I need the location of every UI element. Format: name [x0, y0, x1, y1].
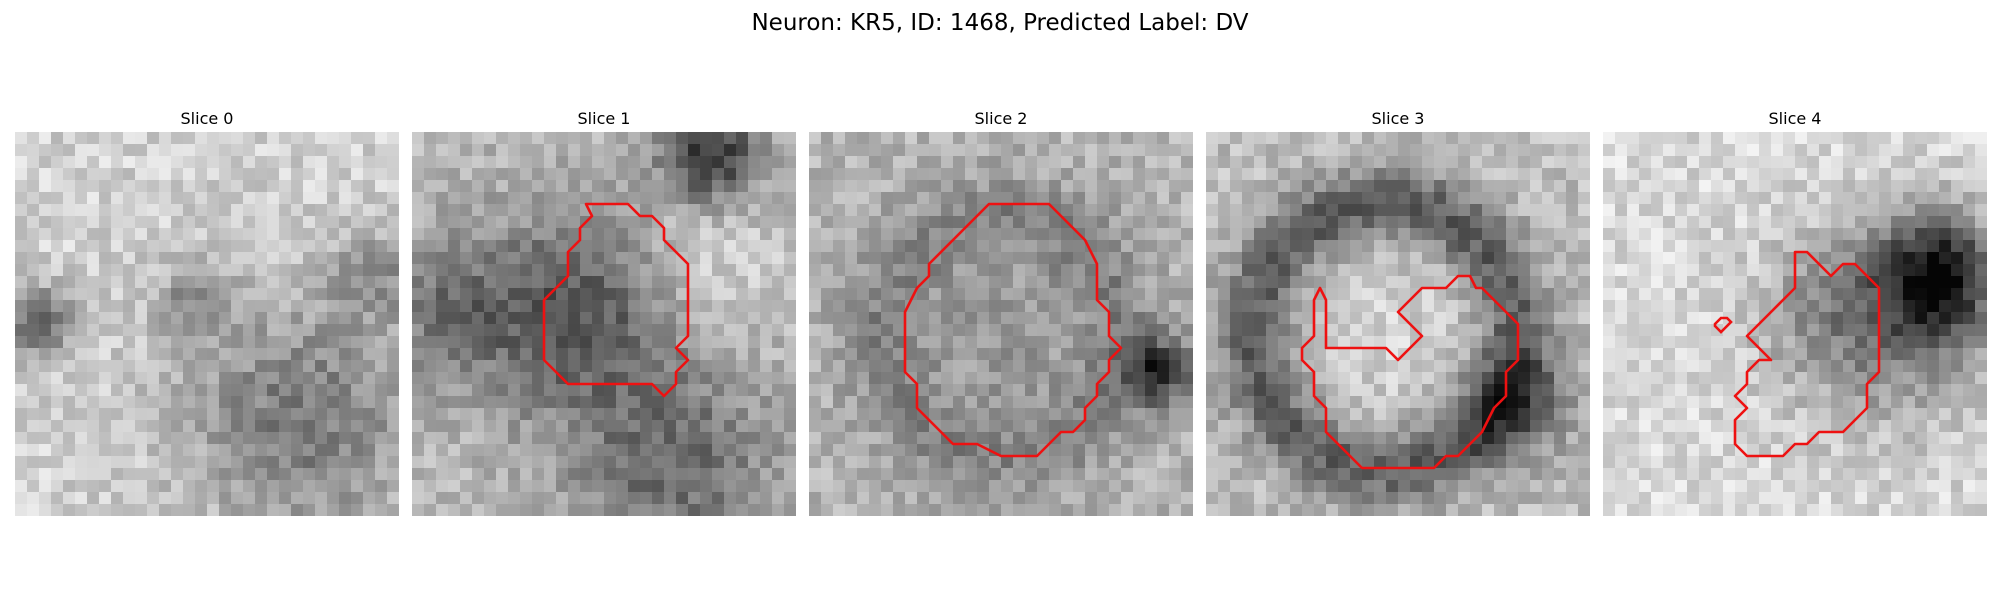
roi-contour [903, 202, 1123, 458]
slice-title: Slice 2 [974, 109, 1028, 128]
roi-contour [542, 202, 690, 398]
slice-title: Slice 0 [180, 109, 234, 128]
slice-image [809, 132, 1193, 516]
pixel-grid [1206, 132, 1590, 516]
slice-image [1206, 132, 1590, 516]
slice-title: Slice 3 [1371, 109, 1425, 128]
slice-title: Slice 1 [577, 109, 631, 128]
slice-panel-4: Slice 4 [1603, 106, 1987, 516]
pixel-grid [1603, 132, 1987, 516]
roi-contour-small [1713, 316, 1733, 334]
slice-image [412, 132, 796, 516]
slice-image [1603, 132, 1987, 516]
pixel-grid [412, 132, 796, 516]
slice-image [15, 132, 399, 516]
figure-title: Neuron: KR5, ID: 1468, Predicted Label: … [751, 10, 1249, 36]
slice-title: Slice 4 [1768, 109, 1822, 128]
roi-contour [1733, 250, 1881, 458]
pixel-grid [809, 132, 1193, 516]
slice-panel-1: Slice 1 [412, 106, 796, 516]
slice-panel-2: Slice 2 [809, 106, 1193, 516]
roi-contour [1300, 274, 1520, 470]
slice-panel-0: Slice 0 [15, 106, 399, 516]
slice-panel-3: Slice 3 [1206, 106, 1590, 516]
pixel-grid [15, 132, 399, 516]
